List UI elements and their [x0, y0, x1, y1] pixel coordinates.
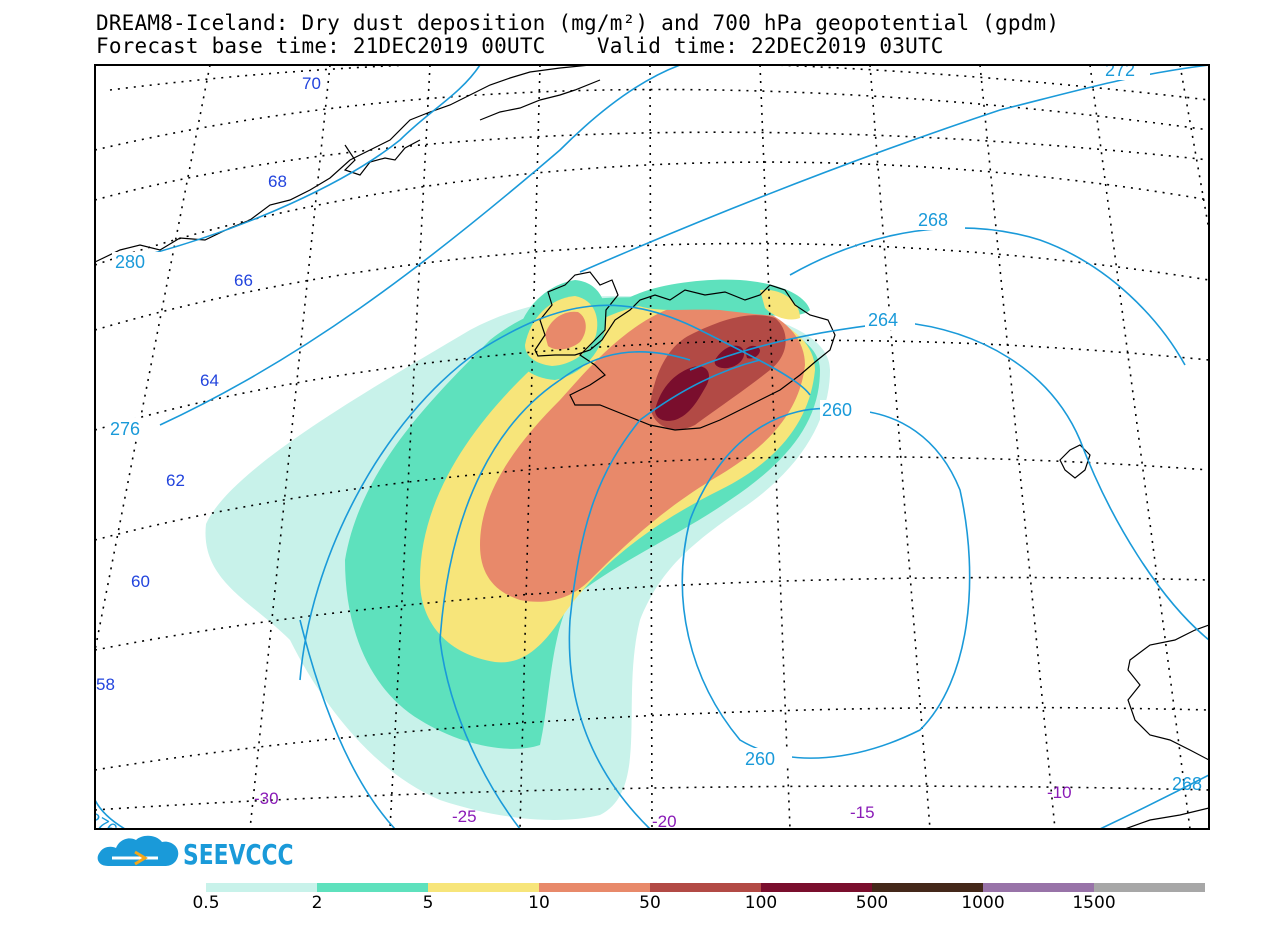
legend-swatch	[761, 883, 872, 892]
legend-swatch	[539, 883, 650, 892]
contour-label: 268	[1172, 774, 1202, 794]
legend-label: 1000	[961, 893, 1005, 913]
map-frame	[94, 64, 1210, 830]
dust-shading	[205, 279, 830, 820]
graticule	[95, 65, 1209, 829]
coastlines	[95, 65, 1209, 829]
legend-swatch	[983, 883, 1094, 892]
latitude-labels: 70 68 66 64 62 60 58	[96, 74, 321, 694]
legend-swatch	[650, 883, 761, 892]
legend-label: 100	[744, 893, 778, 913]
contour-label: 276	[85, 808, 121, 840]
lon-label: -20	[652, 812, 677, 831]
legend-label: 2	[311, 893, 323, 913]
faroe-islands	[1059, 444, 1091, 479]
contour-label: 260	[822, 400, 852, 420]
lat-label: 70	[302, 74, 321, 93]
contour-label: 260	[745, 749, 775, 769]
legend-label: 0.5	[192, 893, 220, 913]
lat-label: 60	[131, 572, 150, 591]
legend-label: 50	[639, 893, 661, 913]
contour-label: 264	[868, 310, 898, 330]
map-title-line2: Forecast base time: 21DEC2019 00UTC Vali…	[96, 34, 944, 58]
iceland-coast	[534, 271, 836, 431]
lon-label: -25	[452, 807, 477, 826]
legend-swatch	[428, 883, 539, 892]
cloud-logo-icon	[97, 835, 179, 866]
lat-label: 62	[166, 471, 185, 490]
geopotential-contours	[95, 65, 1209, 829]
legend-label: 1500	[1072, 893, 1116, 913]
contour-label: 268	[918, 210, 948, 230]
legend-label: 5	[422, 893, 434, 913]
lon-label: -15	[850, 803, 875, 822]
legend-label: 500	[855, 893, 889, 913]
legend-swatch	[872, 883, 983, 892]
logo-text: SEEVCCC	[183, 838, 294, 871]
contour-label: 280	[115, 252, 145, 272]
legend-swatch	[1094, 883, 1205, 892]
contour-label: 272	[1105, 60, 1135, 80]
legend-label: 10	[528, 893, 550, 913]
legend-swatch	[206, 883, 317, 892]
legend-swatch	[317, 883, 428, 892]
longitude-labels: -30 -25 -20 -15 -10	[254, 783, 1072, 831]
contour-labels: 272 280 268 264 276 260 260 276 268	[85, 60, 1202, 840]
lon-label: -30	[254, 789, 279, 808]
dust-band-100	[655, 366, 710, 421]
greenland-coast	[95, 65, 591, 263]
map-title-line1: DREAM8-Iceland: Dry dust deposition (mg/…	[96, 11, 1060, 35]
lon-label: -10	[1047, 783, 1072, 802]
lat-label: 68	[268, 172, 287, 191]
lat-label: 64	[200, 371, 219, 390]
lat-label: 66	[234, 271, 253, 290]
scotland-coast	[1127, 624, 1209, 761]
lat-label: 58	[96, 675, 115, 694]
contour-label: 276	[110, 419, 140, 439]
